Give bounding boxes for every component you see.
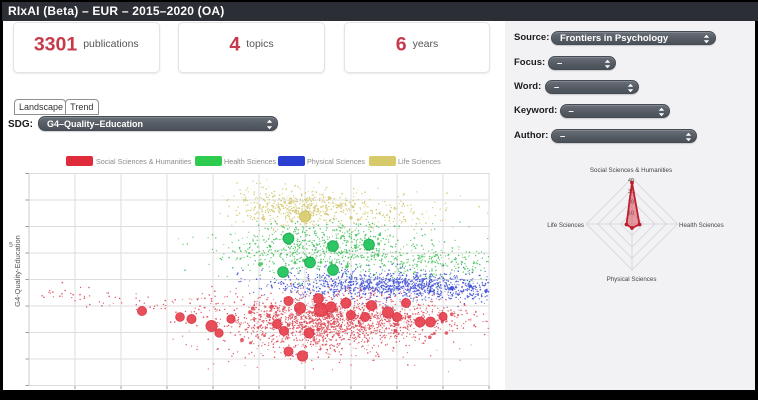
svg-text:Life Sciences: Life Sciences	[547, 222, 584, 229]
svg-text:5: 5	[9, 242, 13, 249]
svg-text:Social Sciences & Humanities: Social Sciences & Humanities	[590, 167, 672, 174]
svg-text:G4-Quality-Education: G4-Quality-Education	[13, 235, 22, 307]
